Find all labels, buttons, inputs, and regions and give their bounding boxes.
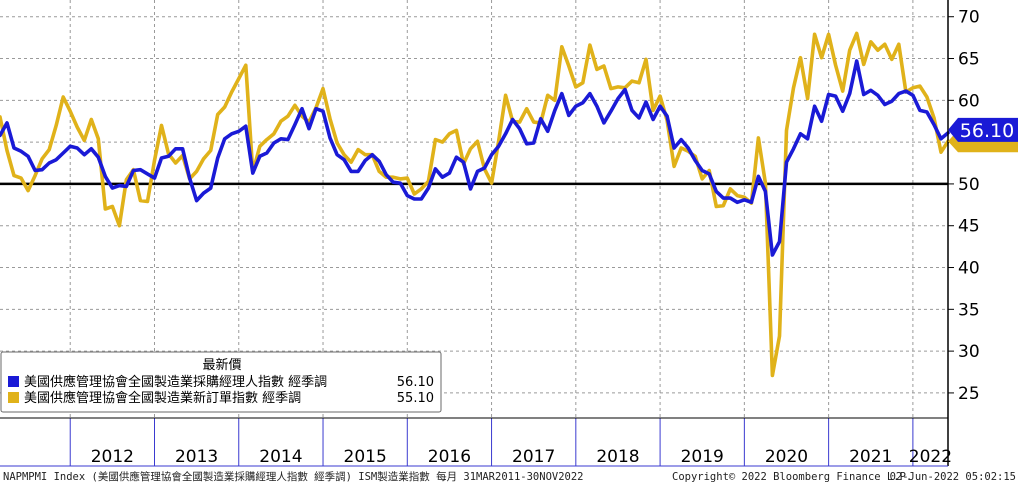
- xtick-label-2014: 2014: [259, 447, 302, 467]
- legend-value-1: 56.10: [397, 375, 434, 390]
- ytick-label-45: 45: [958, 217, 980, 237]
- footer-copyright: Copyright© 2022 Bloomberg Finance L.P.: [672, 471, 912, 483]
- legend-swatch-1: [8, 376, 19, 387]
- series-line-2: [0, 31, 950, 378]
- grid: [0, 0, 948, 418]
- ytick-label-25: 25: [958, 384, 980, 404]
- ytick-label-65: 65: [958, 50, 980, 70]
- legend-label-1: 美國供應管理協會全國製造業採購經理人指數 經季調: [24, 374, 327, 390]
- xtick-label-2021: 2021: [849, 447, 892, 467]
- ytick-label-35: 35: [958, 300, 980, 320]
- xtick-label-2013: 2013: [175, 447, 218, 467]
- ytick-label-40: 40: [958, 259, 980, 279]
- legend-box: [0, 351, 442, 413]
- series-layer: [0, 31, 950, 378]
- xtick-label-2017: 2017: [512, 447, 555, 467]
- xtick-label-2022: 2022: [909, 447, 952, 467]
- legend-swatch-2: [8, 392, 19, 403]
- xtick-label-2012: 2012: [91, 447, 134, 467]
- xtick-label-2015: 2015: [344, 447, 387, 467]
- footer-timestamp: 02-Jun-2022 05:02:15: [890, 471, 1016, 483]
- last-value-tag-layer: 56.10: [948, 117, 1018, 153]
- ytick-label-30: 30: [958, 342, 980, 362]
- legend-value-2: 55.10: [397, 391, 434, 406]
- legend-title: 最新價: [202, 357, 241, 373]
- xtick-label-2019: 2019: [681, 447, 724, 467]
- xtick-label-2020: 2020: [765, 447, 808, 467]
- ytick-label-60: 60: [958, 91, 980, 111]
- series-line-1: [0, 59, 950, 257]
- last-value-tag-pmi: [948, 117, 1018, 142]
- xtick-label-2016: 2016: [428, 447, 471, 467]
- axes: 2530354045505560657020122013201420152016…: [0, 0, 980, 467]
- xtick-label-2018: 2018: [596, 447, 639, 467]
- footer: NAPMPMI Index (美國供應管理協會全國製造業採購經理人指數 經季調)…: [3, 470, 1016, 483]
- footer-left: NAPMPMI Index (美國供應管理協會全國製造業採購經理人指數 經季調)…: [3, 470, 584, 483]
- legend-label-2: 美國供應管理協會全國製造業新訂單指數 經季調: [24, 390, 301, 406]
- ytick-label-50: 50: [958, 175, 980, 195]
- last-value-tag-label: 56.10: [960, 120, 1014, 142]
- ytick-label-70: 70: [958, 8, 980, 28]
